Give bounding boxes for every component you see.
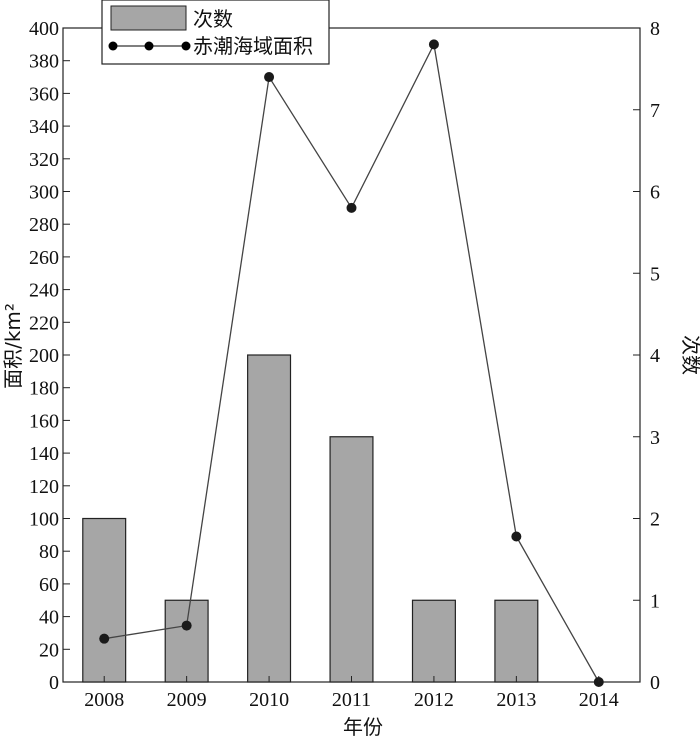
- bar-series: [82, 354, 539, 683]
- left-tick-label: 340: [29, 116, 59, 138]
- bar: [164, 599, 209, 683]
- right-tick-label: 6: [650, 182, 660, 204]
- left-tick-label: 120: [29, 476, 59, 498]
- left-tick-label: 60: [39, 574, 59, 596]
- x-tick-label: 2012: [414, 689, 454, 711]
- line-point: [428, 39, 439, 50]
- left-tick-label: 180: [29, 378, 59, 400]
- left-tick-label: 40: [39, 607, 59, 629]
- left-tick-label: 200: [29, 345, 59, 367]
- x-tick-label: 2010: [249, 689, 289, 711]
- left-y-axis-title: 面积/km²: [1, 303, 25, 389]
- left-tick-label: 100: [29, 509, 59, 531]
- left-tick-label: 320: [29, 149, 59, 171]
- line-point: [181, 620, 192, 631]
- bar: [411, 599, 456, 683]
- legend-line-marker: [108, 41, 118, 51]
- right-tick-label: 4: [650, 345, 660, 367]
- bar: [329, 436, 374, 683]
- left-tick-label: 300: [29, 182, 59, 204]
- legend-line-marker: [181, 41, 191, 51]
- x-tick-label: 2013: [496, 689, 536, 711]
- line-point: [264, 72, 275, 83]
- line-point: [511, 531, 522, 542]
- right-tick-label: 0: [650, 672, 660, 694]
- left-tick-label: 20: [39, 639, 59, 661]
- left-tick-label: 220: [29, 312, 59, 334]
- x-axis-title: 年份: [343, 715, 383, 739]
- line-point: [99, 633, 110, 644]
- x-axis: 2008 2009 2010 2011 2012 2013 2014: [84, 676, 619, 711]
- right-tick-label: 1: [650, 590, 660, 612]
- bar: [247, 354, 292, 683]
- legend: 次数 赤潮海域面积: [101, 0, 330, 65]
- bar: [494, 599, 539, 683]
- right-y-axis: 0 1 2 3 4 5 6 7 8: [633, 18, 660, 694]
- right-tick-label: 3: [650, 427, 660, 449]
- right-tick-label: 2: [650, 509, 660, 531]
- left-tick-label: 380: [29, 51, 59, 73]
- right-tick-label: 8: [650, 18, 660, 40]
- x-tick-label: 2009: [167, 689, 207, 711]
- left-y-axis: 0 20 40 60 80 100 120 140 160 180 200 220 240 260 280 3…: [29, 18, 70, 694]
- left-tick-label: 0: [49, 672, 59, 694]
- bar: [82, 517, 127, 683]
- left-tick-label: 280: [29, 214, 59, 236]
- left-tick-label: 400: [29, 18, 59, 40]
- x-tick-label: 2014: [579, 689, 619, 711]
- right-tick-label: 7: [650, 100, 660, 122]
- x-tick-label: 2011: [332, 689, 371, 711]
- left-tick-label: 160: [29, 410, 59, 432]
- left-tick-label: 240: [29, 280, 59, 302]
- legend-bar-swatch: [110, 5, 187, 31]
- left-tick-label: 140: [29, 443, 59, 465]
- legend-line-label: 赤潮海域面积: [193, 34, 313, 58]
- x-tick-label: 2008: [84, 689, 124, 711]
- left-tick-label: 80: [39, 541, 59, 563]
- legend-line-marker: [144, 41, 154, 51]
- legend-bar-label: 次数: [193, 7, 233, 31]
- left-tick-label: 260: [29, 247, 59, 269]
- right-tick-label: 5: [650, 263, 660, 285]
- right-y-axis-title: 次数: [679, 335, 700, 375]
- left-tick-label: 360: [29, 83, 59, 105]
- line-point: [346, 202, 357, 213]
